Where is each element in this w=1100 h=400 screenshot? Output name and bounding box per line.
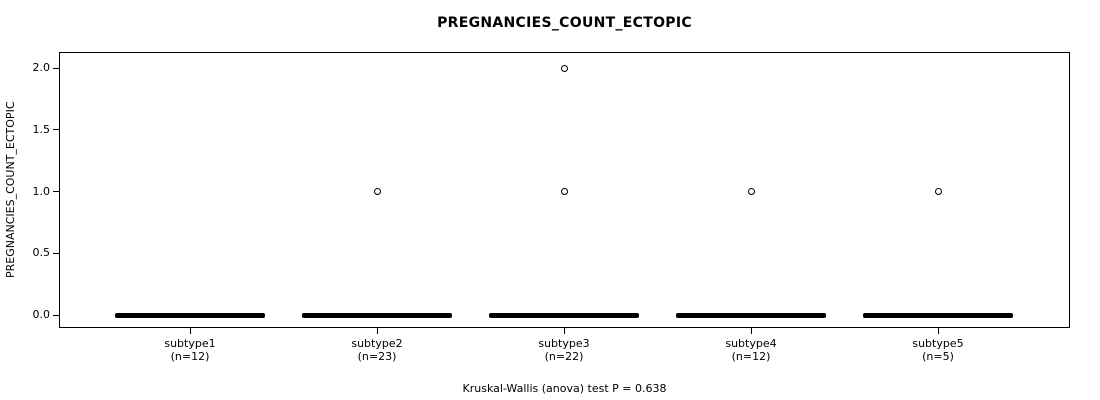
x-tick-mark [189, 328, 191, 334]
y-tick-mark [53, 129, 59, 131]
outlier-point [934, 188, 942, 195]
x-group-label: subtype5 (n=5) [868, 337, 1008, 363]
box-median-bar [676, 312, 826, 318]
box-median-bar [115, 312, 265, 318]
outlier-point [560, 188, 568, 195]
x-group-label: subtype3 (n=22) [494, 337, 634, 363]
x-group-label: subtype1 (n=12) [120, 337, 260, 363]
box-median-bar [489, 312, 639, 318]
x-tick-mark [937, 328, 939, 334]
outlier-point [560, 64, 568, 72]
box-median-bar [302, 312, 452, 318]
outlier-point [373, 188, 381, 195]
group-name: subtype4 [725, 337, 777, 350]
group-name: subtype3 [538, 337, 590, 350]
group-name: subtype2 [351, 337, 403, 350]
group-count: (n=12) [731, 350, 771, 363]
y-tick-label: 2.0 [32, 61, 51, 74]
y-tick-mark [53, 191, 59, 192]
group-count: (n=23) [357, 350, 397, 363]
x-tick-mark [563, 328, 565, 334]
chart-title: PREGNANCIES_COUNT_ECTOPIC [437, 15, 692, 31]
y-tick-mark [53, 314, 59, 316]
y-tick-mark [53, 67, 59, 69]
y-tick-mark [53, 252, 59, 254]
group-count: (n=12) [170, 350, 210, 363]
group-count: (n=5) [922, 350, 954, 363]
group-name: subtype5 [912, 337, 964, 350]
y-tick-label: 0.5 [32, 246, 51, 260]
box-median-bar [863, 312, 1013, 318]
stat-test-caption: Kruskal-Wallis (anova) test P = 0.638 [462, 382, 667, 395]
x-tick-mark [376, 328, 378, 334]
x-tick-mark [750, 328, 752, 334]
group-name: subtype1 [164, 337, 216, 350]
y-tick-label: 1.0 [32, 184, 51, 198]
group-count: (n=22) [544, 350, 584, 363]
y-tick-label: 1.5 [32, 122, 51, 136]
x-group-label: subtype4 (n=12) [681, 337, 821, 363]
x-group-label: subtype2 (n=23) [307, 337, 447, 363]
outlier-point [747, 188, 755, 195]
y-tick-label: 0.0 [32, 308, 51, 321]
y-axis-label: PREGNANCIES_COUNT_ECTOPIC [4, 101, 17, 279]
